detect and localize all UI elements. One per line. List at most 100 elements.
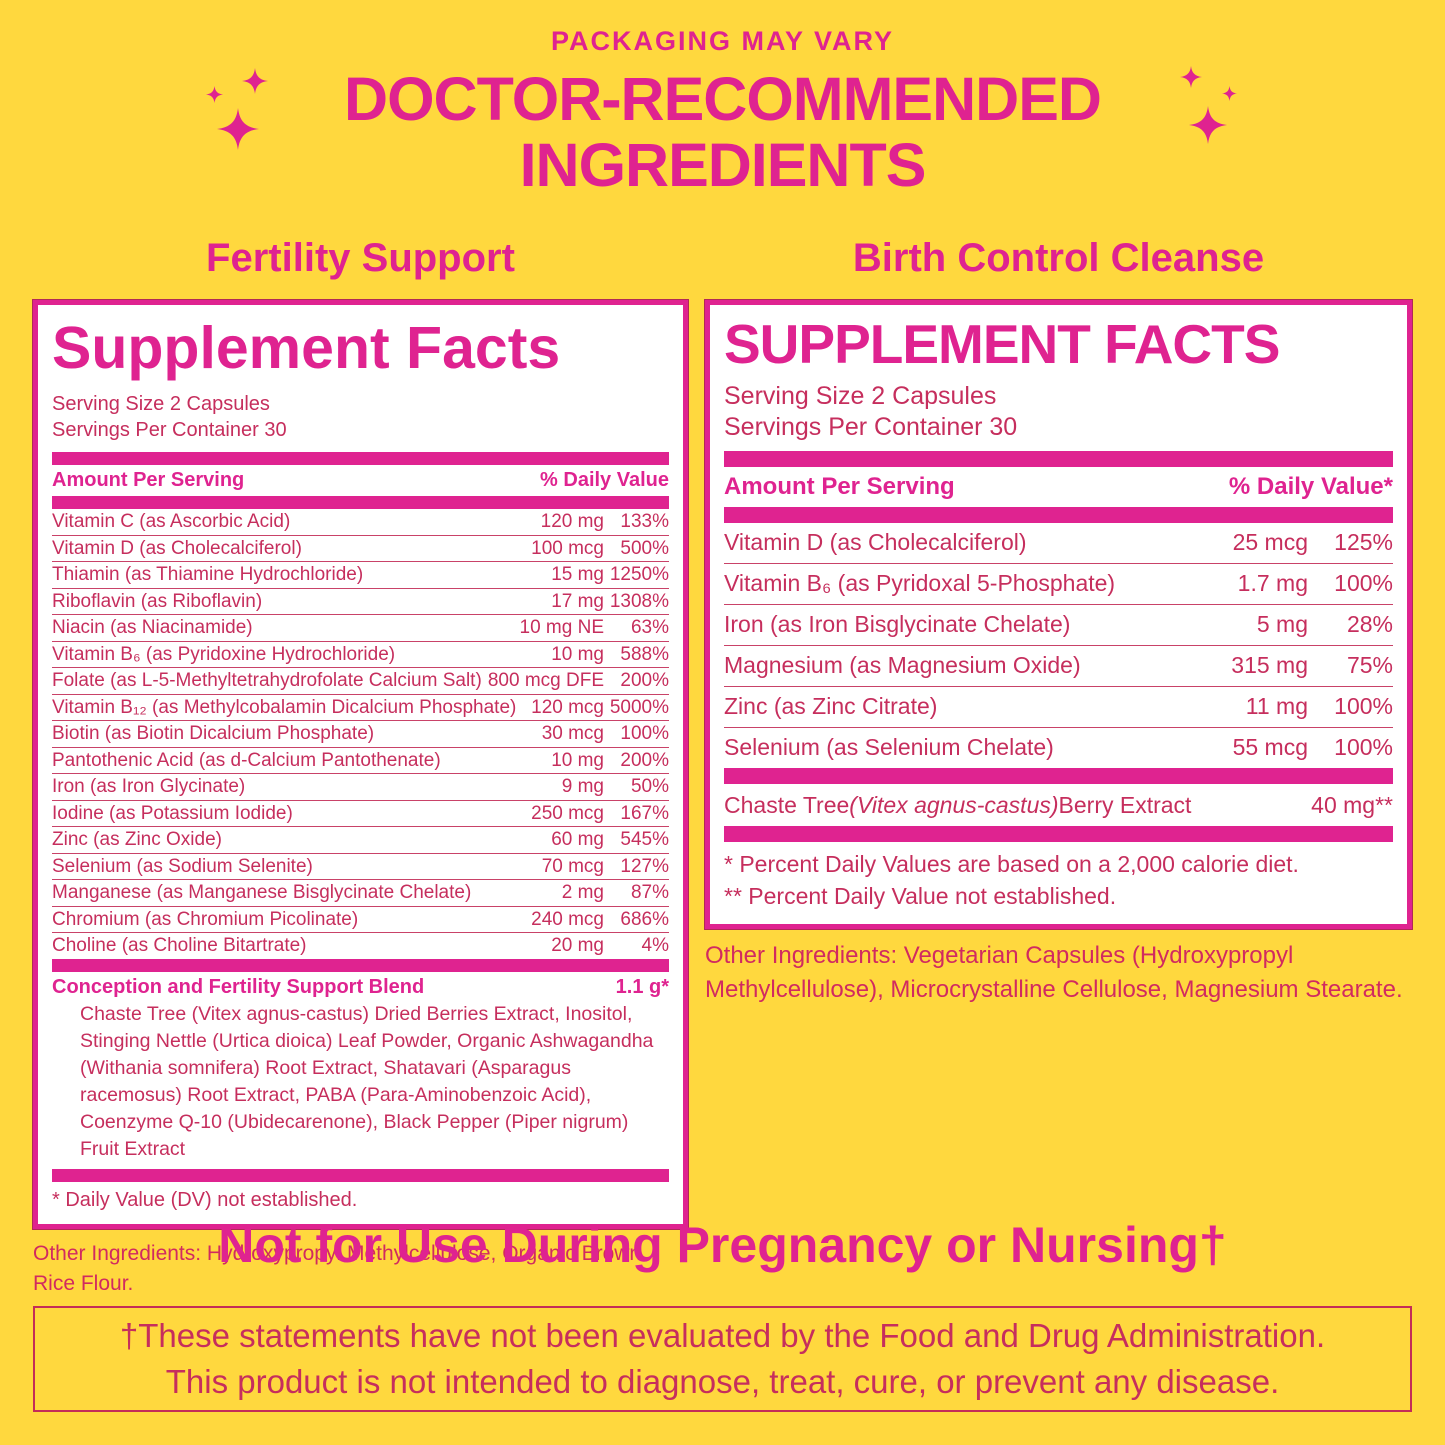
serving-info: Serving Size 2 Capsules Servings Per Con… [724,381,1393,443]
nutrient-row: Iron (as Iron Glycinate) 9 mg 50% [52,773,669,800]
extract-amount: 40 mg** [1311,792,1393,818]
divider-bar [52,1168,669,1182]
nutrient-amount: 9 mg [561,776,604,797]
nutrient-amount: 25 mcg [1232,529,1308,555]
nutrient-name: Selenium (as Sodium Selenite) [52,855,313,877]
birth-control-cleanse-supplement-facts-panel: SUPPLEMENT FACTS Serving Size 2 Capsules… [705,300,1412,1007]
supplement-facts-box: SUPPLEMENT FACTS Serving Size 2 Capsules… [705,300,1412,929]
nutrient-row: Vitamin D (as Cholecalciferol) 100 mcg 5… [52,534,669,562]
nutrient-daily-value: 100% [620,723,669,744]
headline-line1: DOCTOR-RECOMMENDED [344,65,1102,133]
pregnancy-warning: Not for Use During Pregnancy or Nursing† [218,1217,1227,1273]
nutrient-daily-value: 1308% [609,590,669,612]
nutrient-row: Zinc (as Zinc Oxide) 60 mg 545% [52,826,669,853]
nutrient-daily-value: 5000% [609,696,669,718]
nutrient-name: Niacin (as Niacinamide) [52,617,253,638]
sparkle-icon [206,86,223,103]
nutrient-daily-value: 500% [620,537,669,559]
nutrient-row: Iron (as Iron Bisglycinate Chelate) 5 mg… [724,604,1393,645]
other-ingredients: Other Ingredients: Vegetarian Capsules (… [705,942,1403,1003]
fda-disclaimer-box: †These statements have not been evaluate… [33,1306,1412,1412]
nutrient-name: Vitamin B₆ (as Pyridoxine Hydrochloride) [52,643,396,665]
nutrient-name: Vitamin B₁₂ (as Methylcobalamin Dicalciu… [52,696,517,718]
divider-bar [724,507,1393,523]
nutrient-row: Riboflavin (as Riboflavin) 17 mg 1308% [52,587,669,615]
blend-name: Conception and Fertility Support Blend [52,975,425,998]
nutrient-row: Pantothenic Acid (as d-Calcium Pantothen… [52,746,669,774]
headline-line2: INGREDIENTS [519,131,927,199]
nutrient-amount: 15 mg [551,564,604,585]
nutrient-amount: 800 mcg DFE [487,670,604,691]
nutrient-name: Manganese (as Manganese Bisglycinate Che… [52,882,472,903]
nutrient-name: Vitamin B₆ (as Pyridoxal 5-Phosphate) [724,570,1116,596]
nutrient-name: Biotin (as Biotin Dicalcium Phosphate) [52,723,375,744]
nutrient-row: Magnesium (as Magnesium Oxide) 315 mg 75… [724,645,1393,686]
nutrient-amount: 120 mcg [531,696,604,718]
nutrient-row: Vitamin B₆ (as Pyridoxal 5-Phosphate) 1.… [724,563,1393,604]
extract-name-suffix: Berry Extract [1058,792,1192,818]
nutrient-daily-value: 63% [630,617,669,638]
nutrient-amount: 55 mcg [1232,734,1308,760]
nutrient-row: Biotin (as Biotin Dicalcium Phosphate) 3… [52,720,669,747]
blend-amount: 1.1 g* [615,975,669,998]
nutrient-daily-value: 50% [630,776,669,797]
nutrient-row: Chromium (as Chromium Picolinate) 240 mc… [52,905,669,933]
packaging-note: PACKAGING MAY VARY [550,26,895,56]
nutrient-name: Zinc (as Zinc Oxide) [52,829,222,850]
fda-disclaimer-line2: This product is not intended to diagnose… [165,1363,1280,1400]
fertility-supplement-facts-panel: Supplement Facts Serving Size 2 Capsules… [33,300,688,1299]
column-header-daily-value: % Daily Value [540,469,669,491]
nutrient-daily-value: 127% [620,855,669,877]
nutrient-amount: 120 mg [540,511,604,532]
headline: DOCTOR-RECOMMENDED INGREDIENTS [0,66,1445,198]
nutrient-row: Choline (as Choline Bitartrate) 20 mg 4% [52,932,669,959]
daily-value-footnotes: * Percent Daily Values are based on a 2,… [724,842,1393,912]
nutrient-row: Vitamin D (as Cholecalciferol) 25 mcg 12… [724,523,1393,563]
nutrient-row: Zinc (as Zinc Citrate) 11 mg 100% [724,686,1393,727]
nutrient-amount: 17 mg [551,590,604,612]
divider-bar [724,451,1393,467]
nutrient-amount: 250 mcg [531,802,604,824]
nutrient-amount: 5 mg [1256,611,1308,637]
divider-bar [52,958,669,972]
nutrient-amount: 10 mg [551,749,604,771]
nutrient-row: Iodine (as Potassium Iodide) 250 mcg 167… [52,799,669,827]
nutrient-name: Iron (as Iron Glycinate) [52,776,246,797]
nutrient-daily-value: 28% [1346,611,1393,637]
nutrient-row: Selenium (as Selenium Chelate) 55 mcg 10… [724,727,1393,768]
nutrient-row: Vitamin B₆ (as Pyridoxine Hydrochloride)… [52,640,669,668]
column-header-row: Amount Per Serving % Daily Value [52,465,669,496]
servings-per-container: Servings Per Container 30 [724,413,1018,441]
nutrient-amount: 60 mg [551,829,604,850]
nutrient-daily-value: 545% [620,829,669,850]
nutrient-row: Niacin (as Niacinamide) 10 mg NE 63% [52,614,669,641]
nutrient-name: Pantothenic Acid (as d-Calcium Pantothen… [52,749,441,771]
nutrient-name: Choline (as Choline Bitartrate) [52,935,307,956]
nutrient-row: Vitamin B₁₂ (as Methylcobalamin Dicalciu… [52,693,669,721]
nutrient-amount: 10 mg [551,643,604,665]
other-ingredients: Other Ingredients: Hydroxypropyl Methylc… [33,1241,642,1295]
servings-per-container: Servings Per Container 30 [52,419,287,441]
nutrient-amount: 315 mg [1231,652,1308,678]
nutrient-row: Thiamin (as Thiamine Hydrochloride) 15 m… [52,561,669,588]
nutrient-amount: 2 mg [561,882,604,903]
sparkle-icon [1189,106,1227,144]
nutrient-amount: 100 mcg [531,537,604,559]
nutrient-daily-value: 125% [1334,529,1393,555]
nutrient-daily-value: 200% [620,670,669,691]
extract-name-latin: (Vitex agnus-castus) [849,792,1059,818]
nutrient-amount: 240 mcg [531,908,604,930]
serving-info: Serving Size 2 Capsules Servings Per Con… [52,391,669,443]
nutrient-row: Manganese (as Manganese Bisglycinate Che… [52,879,669,906]
nutrient-name: Vitamin D (as Cholecalciferol) [52,537,302,559]
nutrient-amount: 11 mg [1245,693,1308,719]
nutrient-name: Magnesium (as Magnesium Oxide) [724,652,1081,678]
sparkle-icon [1222,86,1237,101]
divider-bar [724,768,1393,784]
birth-control-cleanse-heading: Birth Control Cleanse [852,236,1265,280]
fda-disclaimer-line1: †These statements have not been evaluate… [119,1317,1326,1354]
nutrient-daily-value: 100% [1334,734,1393,760]
nutrient-daily-value: 686% [620,908,669,930]
nutrient-daily-value: 133% [620,511,669,532]
nutrient-name: Folate (as L-5-Methyltetrahydrofolate Ca… [52,670,482,691]
